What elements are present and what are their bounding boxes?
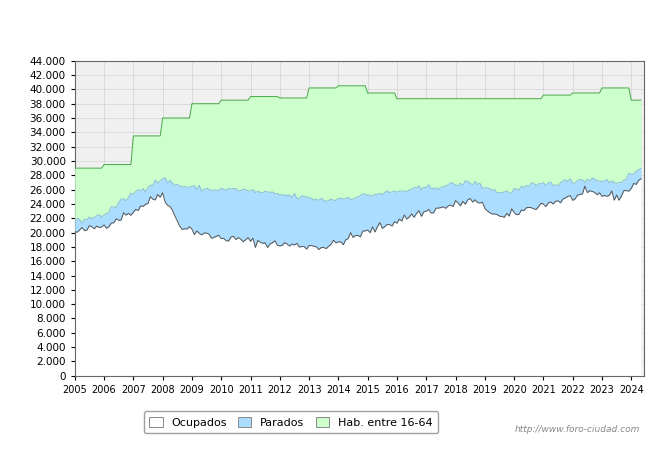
- Text: Arganda del Rey - Evolucion de la poblacion en edad de Trabajar Mayo de 2024: Arganda del Rey - Evolucion de la poblac…: [60, 19, 590, 32]
- Text: http://www.foro-ciudad.com: http://www.foro-ciudad.com: [515, 425, 640, 434]
- Legend: Ocupados, Parados, Hab. entre 16-64: Ocupados, Parados, Hab. entre 16-64: [144, 411, 438, 433]
